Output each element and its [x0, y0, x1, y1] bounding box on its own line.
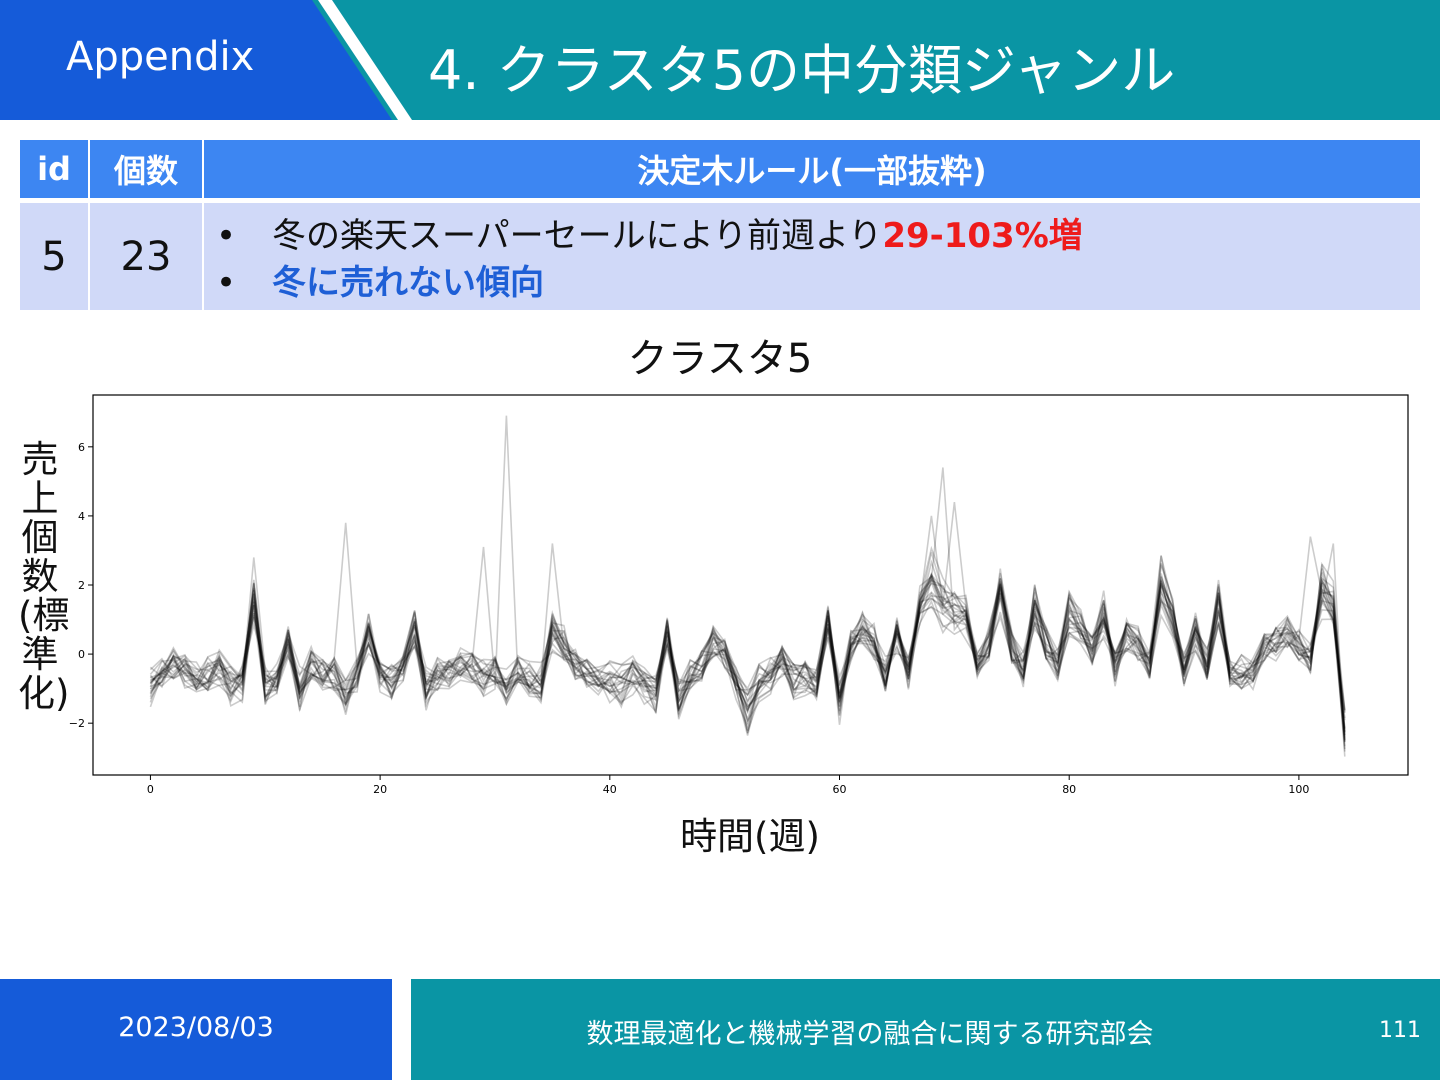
- chart-x-tick-label: 80: [1062, 783, 1076, 796]
- chart-series-line: [149, 515, 1346, 736]
- rule-item-2: • 冬に売れない傾向: [216, 255, 544, 304]
- table-cell-id: 5: [20, 203, 88, 310]
- chart-x-tick-label: 60: [833, 783, 847, 796]
- chart-x-tick-label: 0: [147, 783, 154, 796]
- section-label: Appendix: [66, 34, 255, 80]
- chart-x-axis-label: 時間(週): [680, 815, 820, 858]
- rule-2-text: 冬に売れない傾向: [272, 263, 544, 303]
- chart-y-tick-label: 4: [78, 510, 85, 523]
- table-cell-count: 23: [90, 203, 202, 310]
- chart-series-line: [149, 590, 1346, 714]
- chart-series-line: [150, 543, 1346, 752]
- chart-x-tick-label: 20: [373, 783, 387, 796]
- chart-series-line: [149, 562, 1346, 741]
- chart-y-tick-label: 6: [78, 441, 85, 454]
- chart-y-tick-label: −2: [69, 717, 85, 730]
- footer-page-number: 111: [1379, 1018, 1421, 1043]
- footer-left-band: [0, 979, 392, 1080]
- bullet-icon: •: [216, 263, 237, 303]
- table-header-id: id: [20, 140, 88, 198]
- table-cell-rules: • 冬の楽天スーパーセールにより前週より29-103%増 • 冬に売れない傾向: [204, 203, 1420, 310]
- chart-y-axis-label: 売上個数(標準化): [18, 438, 70, 715]
- chart-series-line: [149, 536, 1346, 740]
- chart-series-line: [149, 559, 1346, 743]
- bullet-icon: •: [216, 216, 237, 256]
- chart-x-tick-label: 100: [1288, 783, 1309, 796]
- chart-series-line: [149, 587, 1346, 719]
- rule-item-1: • 冬の楽天スーパーセールにより前週より29-103%増: [216, 208, 1083, 257]
- chart-series-group: [149, 415, 1346, 757]
- chart-series-line: [150, 599, 1346, 733]
- chart-x-tick-label: 40: [603, 783, 617, 796]
- chart-series-line: [149, 557, 1346, 715]
- chart-y-tick-label: 0: [78, 648, 85, 661]
- chart-series-line: [149, 579, 1346, 750]
- table-header-rules: 決定木ルール(一部抜粋): [204, 140, 1420, 198]
- chart-series-line: [149, 572, 1346, 732]
- chart-series-line: [149, 543, 1346, 721]
- chart-series-line: [149, 568, 1346, 735]
- chart-series-line: [149, 522, 1346, 711]
- table-header-count: 個数: [90, 140, 202, 198]
- chart-series-line: [149, 587, 1346, 742]
- rule-1-text: 冬の楽天スーパーセールにより前週より: [272, 216, 883, 256]
- chart-series-line: [149, 578, 1346, 757]
- footer-date: 2023/08/03: [118, 1012, 274, 1043]
- chart-series-line: [149, 415, 1346, 734]
- chart-y-tick-label: 2: [78, 579, 85, 592]
- chart-series-line: [149, 545, 1346, 738]
- chart-series-line: [149, 579, 1346, 747]
- chart-series-line: [149, 502, 1346, 729]
- footer-organization: 数理最適化と機械学習の融合に関する研究部会: [586, 1019, 1154, 1050]
- slide-title: 4. クラスタ5の中分類ジャンル: [428, 39, 1176, 102]
- chart-ticks: 0 20 40 60 80 100 −2 0 2 4 6: [69, 441, 1310, 796]
- chart-series-line: [150, 573, 1346, 742]
- chart-series-line: [149, 546, 1346, 736]
- rule-1-highlight: 29-103%増: [882, 216, 1083, 256]
- chart-series-line: [149, 467, 1346, 712]
- chart-title: クラスタ5: [627, 336, 813, 382]
- footer-right-band: [411, 979, 1440, 1080]
